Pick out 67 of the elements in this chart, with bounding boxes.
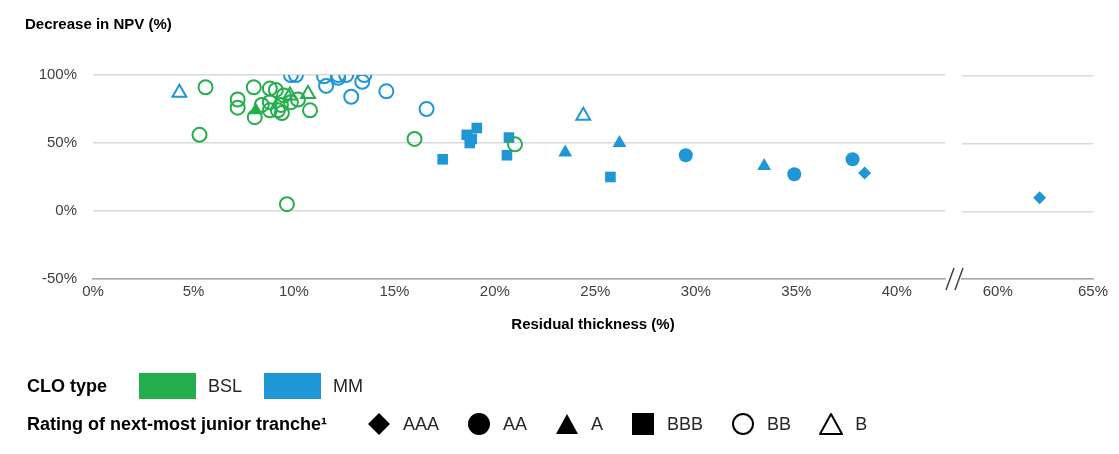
x-tick-label: 25% <box>580 282 611 300</box>
point <box>261 94 278 111</box>
point <box>171 83 188 98</box>
text: A <box>591 413 604 435</box>
point <box>506 136 523 153</box>
point <box>354 75 371 90</box>
x-tick-label: 30% <box>680 282 711 300</box>
x-tick-label: 10% <box>278 282 309 300</box>
point <box>229 99 246 116</box>
point <box>269 102 286 119</box>
x-axis-title: Residual thickness (%) <box>511 315 675 332</box>
point <box>246 109 263 126</box>
point <box>253 96 270 113</box>
point <box>858 166 872 180</box>
y-tick-label: 0% <box>55 201 77 219</box>
point <box>612 135 627 147</box>
point <box>418 101 435 117</box>
point <box>197 79 214 96</box>
point <box>437 154 448 165</box>
x-tick-label: 20% <box>479 282 510 300</box>
point <box>261 80 278 97</box>
y-tick-label: 50% <box>46 133 77 151</box>
point <box>558 144 573 157</box>
text: CLO type <box>27 375 108 397</box>
x-tick-label: 15% <box>379 282 410 300</box>
point <box>273 105 290 122</box>
point <box>275 87 292 104</box>
point <box>261 102 278 119</box>
text: BBB <box>667 413 704 435</box>
text: BSL <box>208 375 243 397</box>
point <box>471 122 483 134</box>
point <box>267 81 284 98</box>
point <box>318 77 335 94</box>
text: AA <box>503 413 528 435</box>
point <box>787 167 802 182</box>
x-tick-label: 0% <box>82 282 104 300</box>
point <box>289 91 306 108</box>
point <box>282 94 299 111</box>
point <box>272 96 289 113</box>
text: MM <box>333 375 364 397</box>
x-tick-label: 40% <box>881 282 912 300</box>
point <box>300 85 316 100</box>
text: B <box>855 413 868 435</box>
point <box>757 158 772 171</box>
x-tick-label: 35% <box>781 282 812 300</box>
point <box>378 83 395 100</box>
x-tick-label: 65% <box>1077 282 1109 300</box>
text: AAA <box>403 413 440 435</box>
point <box>282 86 298 101</box>
x-tick-label: 5% <box>182 282 205 300</box>
point <box>343 88 360 105</box>
y-tick-label: 100% <box>38 65 77 83</box>
point <box>845 152 860 167</box>
x-tick-label: 60% <box>982 282 1013 300</box>
point <box>245 79 262 96</box>
point <box>302 102 319 119</box>
point <box>605 171 616 183</box>
point <box>191 126 208 143</box>
text: BB <box>767 413 792 435</box>
point <box>501 149 513 161</box>
point <box>278 196 295 213</box>
point <box>678 148 693 163</box>
text: Rating of next-most junior tranche¹ <box>27 413 328 435</box>
y-tick-label: -50% <box>41 269 77 287</box>
point <box>406 130 423 147</box>
point <box>229 91 246 108</box>
y-axis-title: Decrease in NPV (%) <box>25 15 172 32</box>
